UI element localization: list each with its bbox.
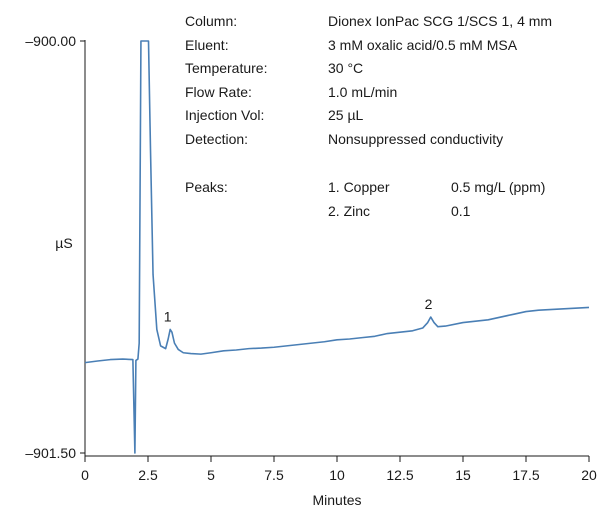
info-label-injection-vol: Injection Vol: (185, 107, 264, 123)
peak-amount-zinc: 0.1 (451, 203, 471, 219)
y-axis-title: µS (55, 235, 72, 251)
x-tick-label-4: 10 (329, 467, 345, 483)
peak-label-2: 2 (425, 296, 433, 312)
x-tick-label-1: 2.5 (138, 467, 158, 483)
info-value-eluent: 3 mM oxalic acid/0.5 mM MSA (328, 37, 518, 53)
x-tick-label-7: 17.5 (512, 467, 539, 483)
y-tick-label-top: –900.00 (25, 33, 76, 49)
peak-amount-copper: 0.5 mg/L (ppm) (451, 179, 545, 195)
info-label-temperature: Temperature: (185, 60, 267, 76)
info-value-detection: Nonsuppressed conductivity (328, 131, 503, 147)
peaks-heading: Peaks: (185, 179, 228, 195)
y-tick-label-bottom: –901.50 (25, 445, 76, 461)
x-tick-label-8: 20 (581, 467, 597, 483)
x-tick-label-5: 12.5 (386, 467, 413, 483)
info-label-column: Column: (185, 13, 237, 29)
x-tick-label-3: 7.5 (264, 467, 284, 483)
info-value-flow-rate: 1.0 mL/min (328, 84, 397, 100)
x-ticks: 0 2.5 5 7.5 10 12.5 15 17.5 20 (81, 456, 597, 483)
info-value-temperature: 30 °C (328, 60, 363, 76)
chromatogram-trace (84, 40, 590, 454)
axes: –900.00 –901.50 µS Minutes (25, 33, 589, 508)
x-axis-title: Minutes (312, 492, 361, 508)
peak-label-1: 1 (164, 308, 172, 324)
info-value-injection-vol: 25 µL (328, 107, 364, 123)
peak-name-copper: 1. Copper (328, 179, 390, 195)
info-label-detection: Detection: (185, 131, 248, 147)
x-tick-label-0: 0 (81, 467, 89, 483)
info-value-column: Dionex IonPac SCG 1/SCS 1, 4 mm (328, 13, 552, 29)
x-tick-label-2: 5 (207, 467, 215, 483)
info-label-flow-rate: Flow Rate: (185, 84, 252, 100)
info-label-eluent: Eluent: (185, 37, 229, 53)
x-tick-label-6: 15 (455, 467, 471, 483)
peak-name-zinc: 2. Zinc (328, 203, 370, 219)
info-panel: Column: Dionex IonPac SCG 1/SCS 1, 4 mm … (185, 13, 552, 219)
peak-annotations: 12 (164, 296, 433, 324)
